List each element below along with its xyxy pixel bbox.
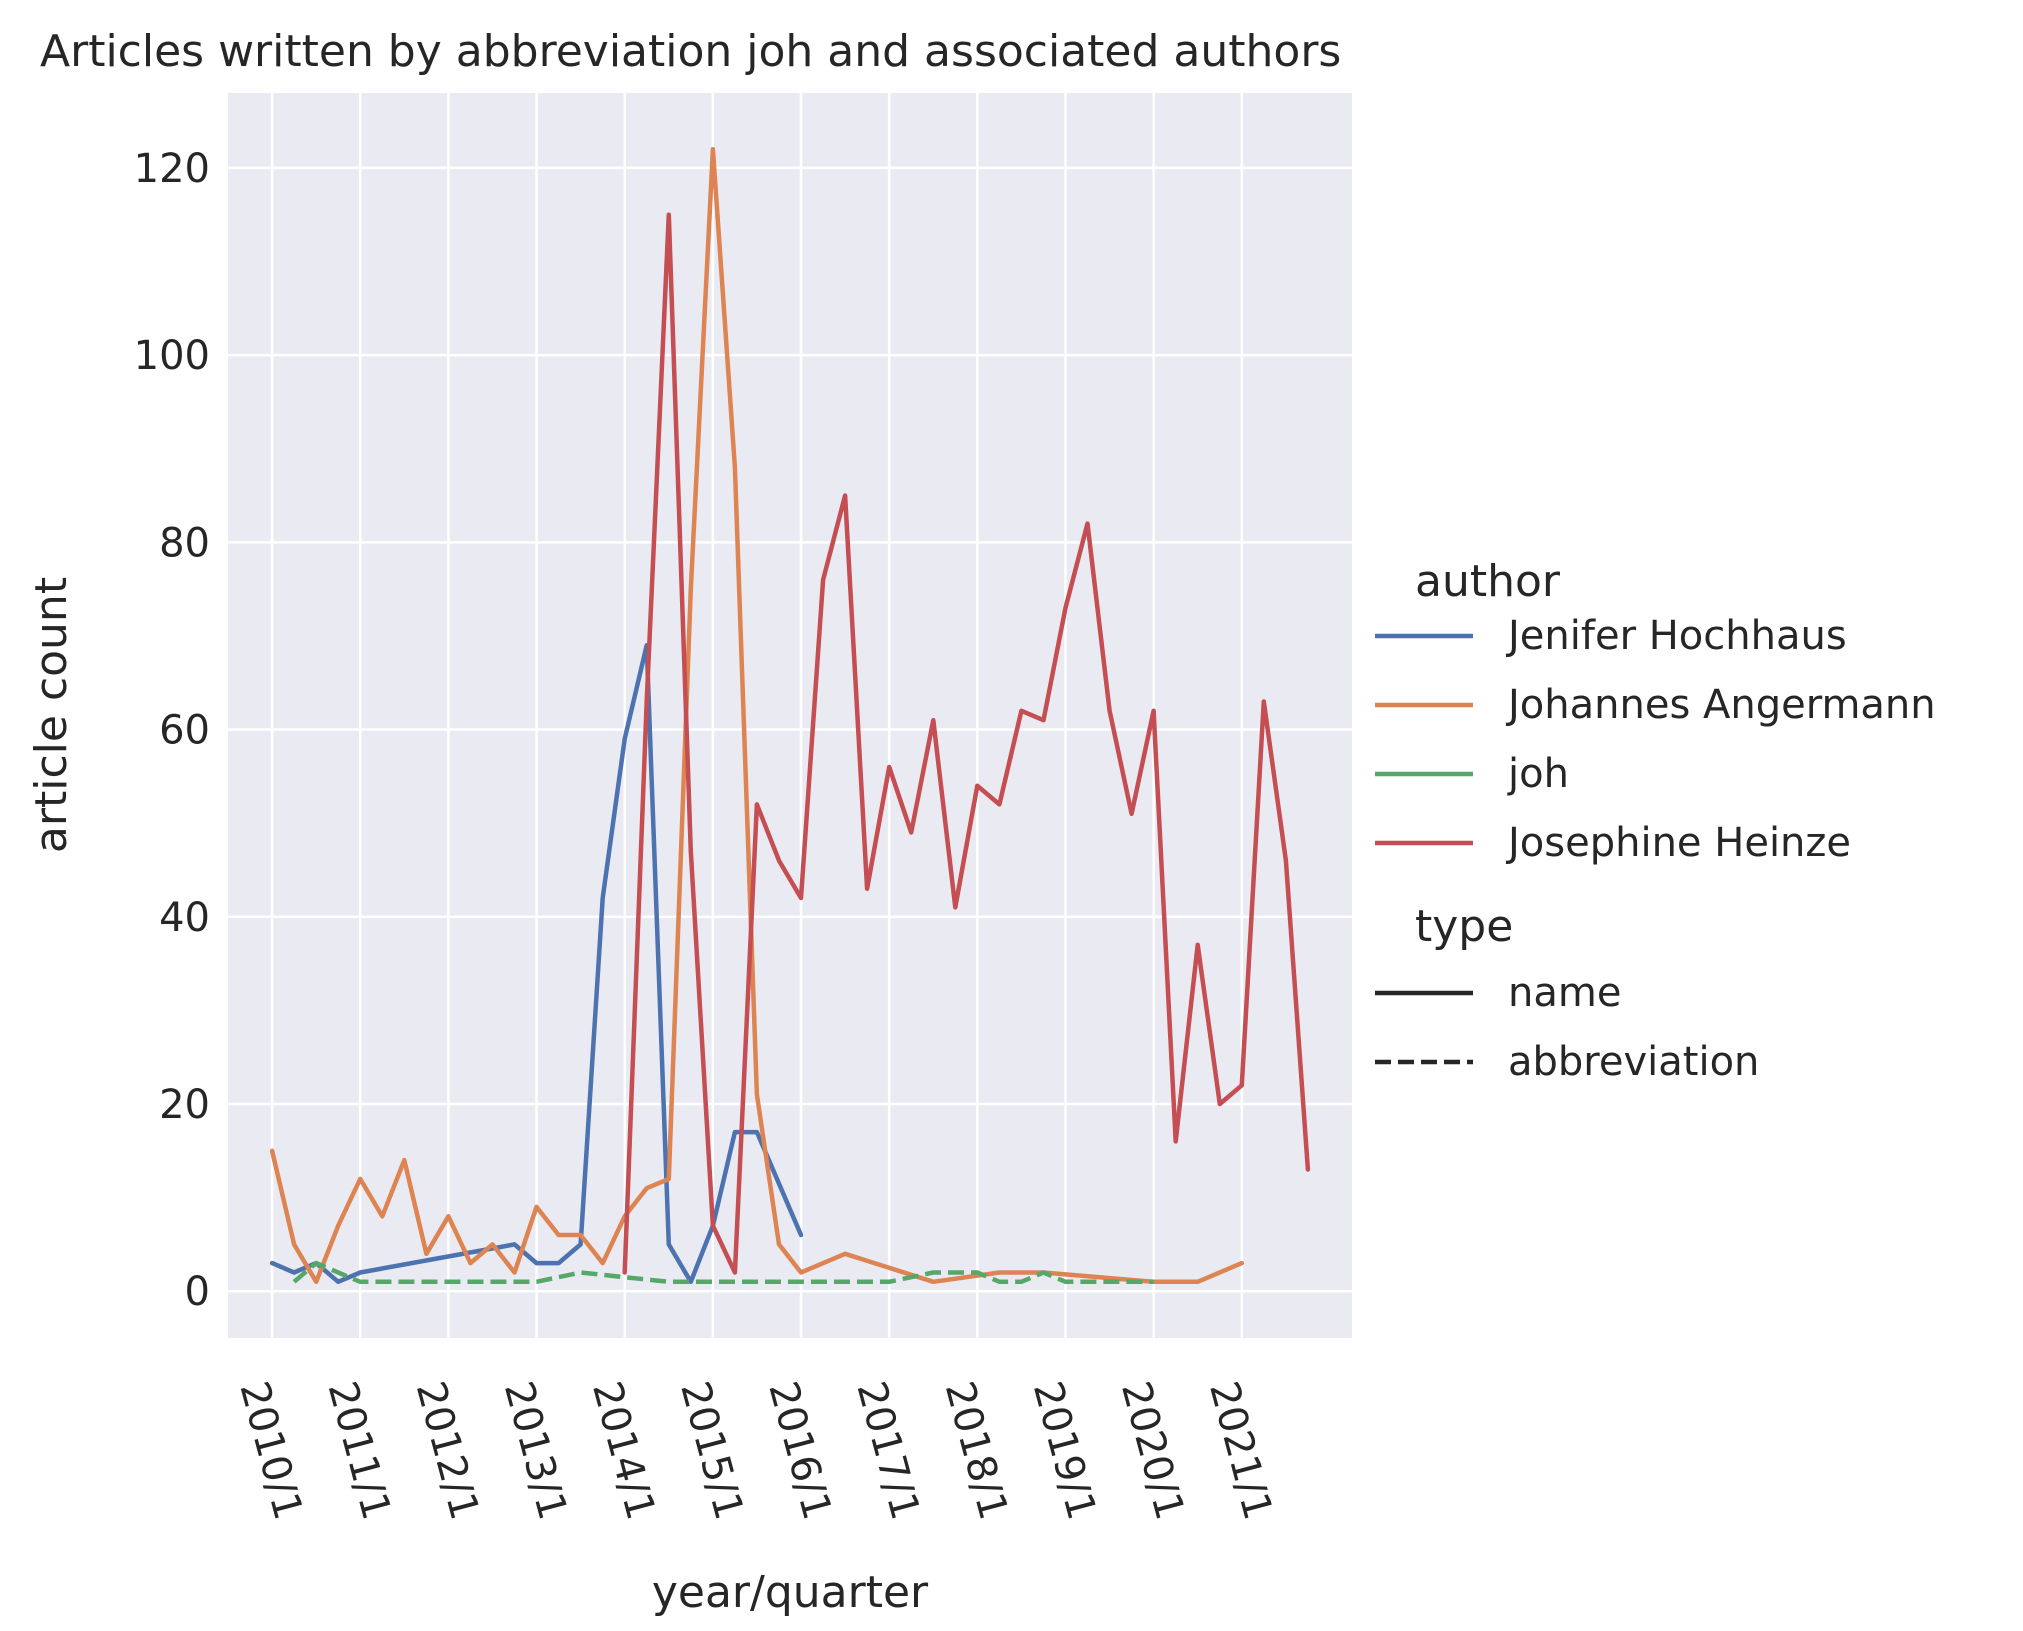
legend-types: name abbreviation — [1375, 970, 1759, 1085]
x-tick-label: 2014/1 — [583, 1377, 664, 1525]
x-tick-label: 2017/1 — [848, 1377, 929, 1525]
x-tick-label: 2010/1 — [230, 1377, 311, 1525]
chart-title: Articles written by abbreviation joh and… — [40, 26, 1341, 77]
plot-area — [228, 93, 1352, 1338]
y-tick-label: 100 — [134, 333, 210, 379]
legend-label: name — [1508, 970, 1621, 1016]
plot-background — [228, 93, 1352, 1338]
legend-label: abbreviation — [1508, 1039, 1759, 1085]
y-tick-label: 40 — [159, 895, 210, 941]
x-axis-ticks: 2010/1 2011/1 2012/1 2013/1 2014/1 2015/1 2016… — [230, 1377, 1281, 1525]
legend-label: joh — [1507, 751, 1569, 797]
y-tick-label: 80 — [159, 520, 210, 566]
x-tick-label: 2011/1 — [319, 1377, 400, 1525]
x-tick-label: 2021/1 — [1200, 1377, 1281, 1525]
x-tick-label: 2016/1 — [759, 1377, 840, 1525]
x-gridlines — [270, 93, 1244, 1338]
legend-author-title: author — [1415, 556, 1561, 607]
legend-label: Jenifer Hochhaus — [1505, 613, 1847, 659]
x-tick-label: 2019/1 — [1024, 1377, 1105, 1525]
series-line-joh — [292, 1260, 1154, 1285]
legend: author Jenifer Hochhaus Johannes Angerman… — [1375, 556, 1936, 1085]
legend-type-title: type — [1415, 901, 1513, 952]
y-tick-label: 20 — [159, 1082, 210, 1128]
x-axis-label: year/quarter — [652, 1567, 929, 1618]
x-tick-label: 2013/1 — [495, 1377, 576, 1525]
y-axis-ticks: 0 20 40 60 80 100 120 — [134, 146, 210, 1315]
legend-label: Johannes Angermann — [1505, 682, 1936, 728]
x-tick-label: 2012/1 — [407, 1377, 488, 1525]
y-tick-label: 120 — [134, 146, 210, 192]
series-layer — [269, 146, 1311, 1285]
x-tick-label: 2015/1 — [671, 1377, 752, 1525]
y-tick-label: 60 — [159, 708, 210, 754]
x-tick-label: 2018/1 — [936, 1377, 1017, 1525]
legend-authors: Jenifer Hochhaus Johannes Angermann joh Jos… — [1375, 613, 1936, 866]
y-tick-label: 0 — [185, 1269, 210, 1315]
legend-label: Josephine Heinze — [1505, 820, 1851, 866]
series-line-josephine-heinze — [622, 212, 1311, 1275]
y-axis-label: article count — [26, 577, 77, 853]
x-tick-label: 2020/1 — [1112, 1377, 1193, 1525]
series-line-jenifer-hochhaus — [269, 643, 804, 1285]
